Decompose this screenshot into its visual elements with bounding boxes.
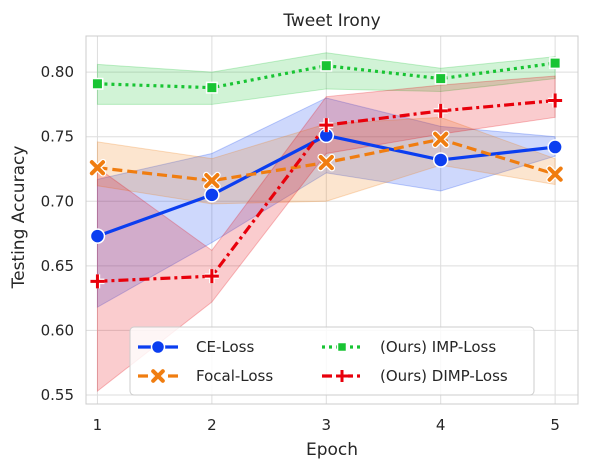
chart-title: Tweet Irony <box>282 11 380 31</box>
plus-marker <box>336 370 348 382</box>
plus-marker-stroke <box>204 269 219 284</box>
legend-box <box>129 326 535 396</box>
square-marker <box>549 57 562 70</box>
legend-label: (Ours) DIMP-Loss <box>380 367 508 385</box>
y-tick-label: 0.55 <box>41 386 74 404</box>
legend-label: (Ours) IMP-Loss <box>380 338 496 356</box>
square-marker <box>205 81 218 94</box>
x-marker-stroke <box>89 160 106 176</box>
y-tick-label: 0.80 <box>41 63 74 81</box>
square-marker <box>434 72 447 85</box>
x-marker <box>149 367 167 385</box>
confidence-band <box>96 97 556 309</box>
y-tick-label: 0.70 <box>41 192 74 210</box>
x-marker-stroke <box>204 173 220 189</box>
x-marker <box>431 130 450 149</box>
x-marker <box>203 171 221 190</box>
x-tick-label: 2 <box>207 416 217 434</box>
plus-marker <box>319 118 334 133</box>
x-tick-label: 1 <box>93 416 103 434</box>
plus-marker <box>433 103 448 118</box>
square-marker <box>91 77 104 90</box>
x-marker-stroke <box>433 131 449 147</box>
plot-frame <box>85 35 579 405</box>
square-marker <box>336 341 348 353</box>
circle-marker <box>150 339 166 355</box>
y-tick-label: 0.65 <box>41 257 74 275</box>
plus-marker-stroke <box>336 370 348 382</box>
x-tick-label: 5 <box>550 416 560 434</box>
x-axis-title: Epoch <box>306 440 358 460</box>
circle-marker <box>89 228 106 244</box>
x-marker-stroke <box>547 166 563 182</box>
plus-marker-stroke <box>319 118 334 133</box>
y-axis-title: Testing Accuracy <box>9 146 29 290</box>
y-tick-labels: 0.55 0.60 0.65 0.70 0.75 0.80 <box>41 63 74 404</box>
x-marker-stroke <box>318 154 334 171</box>
plus-marker <box>90 274 105 289</box>
legend: CE-Loss Focal-Loss (Ours) IMP-Loss (Ours) D… <box>129 326 535 396</box>
circle-marker <box>204 187 220 203</box>
y-tick-label: 0.75 <box>41 128 74 146</box>
plus-marker-stroke <box>90 274 105 289</box>
circle-marker <box>547 139 563 155</box>
legend-label: Focal-Loss <box>196 367 273 385</box>
circle-marker <box>432 152 449 168</box>
series-markers <box>88 57 564 289</box>
y-tick-label: 0.60 <box>41 321 74 339</box>
x-marker-stroke <box>151 369 165 383</box>
square-marker <box>320 59 333 72</box>
legend-label: CE-Loss <box>196 338 254 356</box>
plus-marker <box>204 269 219 284</box>
x-marker <box>88 158 107 177</box>
x-tick-label: 3 <box>322 416 332 434</box>
plus-marker-stroke <box>433 103 448 118</box>
x-marker <box>317 153 336 172</box>
plus-marker-stroke <box>548 93 563 108</box>
plus-marker <box>548 93 563 108</box>
series-line <box>97 98 556 283</box>
x-tick-label: 4 <box>436 416 446 434</box>
x-tick-labels: 1 2 3 4 5 <box>93 416 560 434</box>
x-marker <box>546 165 564 184</box>
